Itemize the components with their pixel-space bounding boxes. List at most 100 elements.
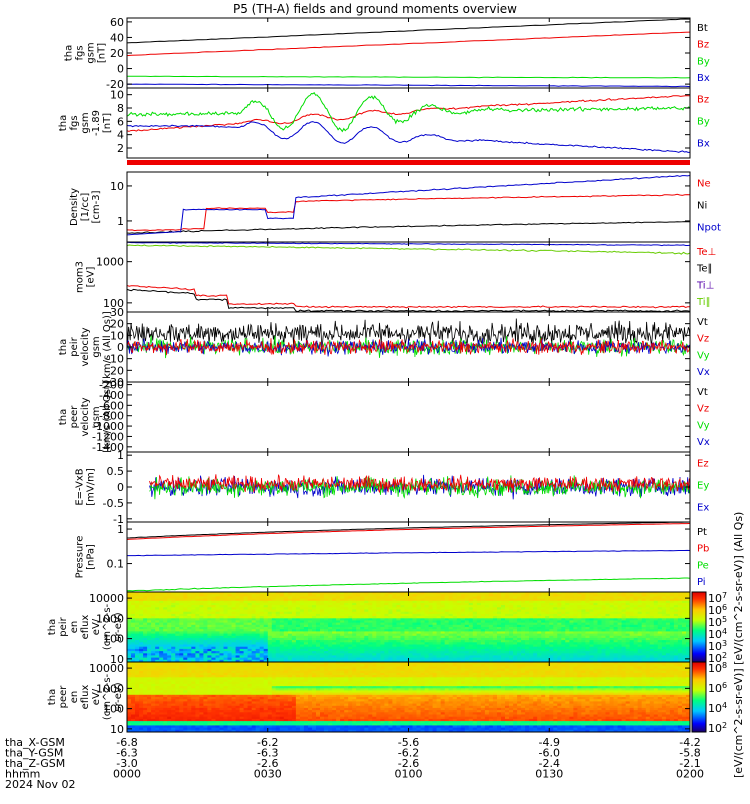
ion-spectrogram-cell — [187, 596, 192, 600]
ion-spectrogram-cell — [452, 648, 458, 652]
ion-spectrogram-cell — [661, 611, 667, 615]
ion-spectrogram-cell — [263, 644, 269, 648]
ion-spectrogram-cell — [621, 640, 627, 643]
ion-spectrogram-cell — [484, 633, 490, 637]
electron-spectrogram-cell — [187, 666, 192, 670]
ion-spectrogram-cell — [139, 596, 144, 600]
ion-spectrogram-cell — [247, 642, 253, 646]
ion-spectrogram-cell — [303, 629, 309, 632]
ion-spectrogram-cell — [625, 611, 631, 615]
ion-spectrogram-cell — [480, 598, 486, 602]
ion-spectrogram-cell — [488, 609, 494, 613]
ion-spectrogram-cell — [340, 611, 345, 615]
ion-spectrogram-cell — [235, 620, 241, 624]
ion-spectrogram-cell — [396, 657, 401, 661]
ion-spectrogram-cell — [223, 611, 229, 615]
ion-spectrogram-cell — [452, 646, 458, 650]
ion-spectrogram-cell — [271, 646, 277, 650]
ion-spectrogram-cell — [171, 596, 176, 600]
ion-spectrogram-cell — [396, 633, 401, 637]
ion-spectrogram-cell — [505, 655, 510, 659]
ion-spectrogram-cell — [279, 620, 285, 624]
ion-spectrogram-cell — [179, 655, 184, 659]
ion-spectrogram-cell — [472, 609, 478, 613]
ion-spectrogram-cell — [211, 600, 216, 604]
electron-spectrogram-cell — [143, 683, 148, 687]
ion-spectrogram-cell — [601, 635, 607, 639]
electron-spectrogram-cell — [179, 716, 184, 720]
ion-spectrogram-cell — [561, 640, 566, 643]
ion-spectrogram-cell — [686, 605, 690, 608]
ion-spectrogram-cell — [223, 653, 229, 657]
ion-spectrogram-cell — [669, 618, 675, 622]
ion-spectrogram-cell — [247, 598, 253, 602]
electron-spectrogram-cell — [147, 672, 152, 676]
ion-spectrogram-cell — [239, 616, 245, 619]
electron-spectrogram-cell — [143, 718, 148, 722]
ion-spectrogram-cell — [468, 635, 474, 639]
electron-spectrogram-cell — [187, 683, 192, 687]
ion-spectrogram-cell — [569, 631, 574, 635]
electron-spectrogram-cell — [127, 725, 132, 729]
ion-spectrogram-cell — [239, 613, 245, 617]
electron-spectrogram-cell — [131, 707, 136, 711]
ion-spectrogram-cell — [324, 637, 329, 641]
ion-spectrogram-cell — [677, 602, 683, 606]
ion-spectrogram-cell — [308, 629, 313, 632]
ion-spectrogram-cell — [533, 624, 538, 628]
ion-spectrogram-cell — [324, 609, 329, 613]
ion-spectrogram-cell — [207, 635, 212, 639]
ion-spectrogram-cell — [533, 609, 538, 613]
ion-spectrogram-cell — [360, 592, 365, 595]
ion-spectrogram-cell — [557, 616, 562, 619]
ion-spectrogram-cell — [243, 592, 249, 595]
ion-spectrogram-cell — [605, 635, 611, 639]
ion-spectrogram-cell — [263, 642, 269, 646]
ion-spectrogram-cell — [621, 657, 627, 661]
electron-spectrogram-cell — [139, 690, 144, 694]
ion-spectrogram-cell — [235, 622, 241, 626]
ion-spectrogram-cell — [223, 659, 229, 662]
ion-spectrogram-cell — [653, 598, 659, 602]
ion-spectrogram-cell — [476, 642, 482, 646]
ion-spectrogram-cell — [529, 627, 534, 630]
ion-spectrogram-cell — [456, 620, 462, 624]
ion-spectrogram-cell — [167, 627, 172, 630]
ion-spectrogram-cell — [263, 659, 269, 662]
ion-spectrogram-cell — [408, 624, 414, 628]
ion-spectrogram-cell — [577, 633, 582, 637]
electron-spectrogram-cell — [139, 703, 144, 707]
ion-spectrogram-cell — [340, 598, 345, 602]
ion-spectrogram-cell — [472, 644, 478, 648]
ion-spectrogram-cell — [312, 613, 317, 617]
electron-spectrogram-cell — [175, 701, 180, 705]
electron-spectrogram-cell — [179, 666, 184, 670]
electron-spectrogram-cell — [179, 677, 184, 681]
ion-spectrogram-cell — [380, 616, 385, 619]
ion-spectrogram-cell — [501, 659, 506, 662]
ion-spectrogram-cell — [312, 629, 317, 632]
ion-spectrogram-cell — [143, 659, 148, 662]
ion-spectrogram-cell — [541, 646, 546, 650]
ion-spectrogram-cell — [617, 592, 623, 595]
ion-spectrogram-cell — [316, 629, 321, 632]
ion-spectrogram-cell — [243, 631, 249, 635]
ion-spectrogram-cell — [352, 607, 357, 611]
ion-spectrogram-cell — [155, 635, 160, 639]
ion-spectrogram-cell — [581, 629, 586, 632]
ion-spectrogram-cell — [203, 618, 208, 622]
ion-spectrogram-cell — [609, 633, 615, 637]
ion-spectrogram-cell — [557, 602, 562, 606]
ion-spectrogram-cell — [364, 624, 369, 628]
ion-spectrogram-cell — [541, 642, 546, 646]
ion-spectrogram-cell — [267, 635, 273, 639]
electron-spectrogram-cell — [139, 686, 144, 689]
ion-spectrogram-cell — [468, 618, 474, 622]
ion-spectrogram-cell — [605, 616, 611, 619]
ion-spectrogram-cell — [267, 620, 273, 624]
ion-spectrogram-cell — [231, 622, 237, 626]
ion-spectrogram-cell — [179, 592, 184, 595]
ion-spectrogram-cell — [239, 594, 245, 597]
electron-spectrogram-cell — [167, 688, 172, 692]
ion-spectrogram-cell — [476, 613, 482, 617]
